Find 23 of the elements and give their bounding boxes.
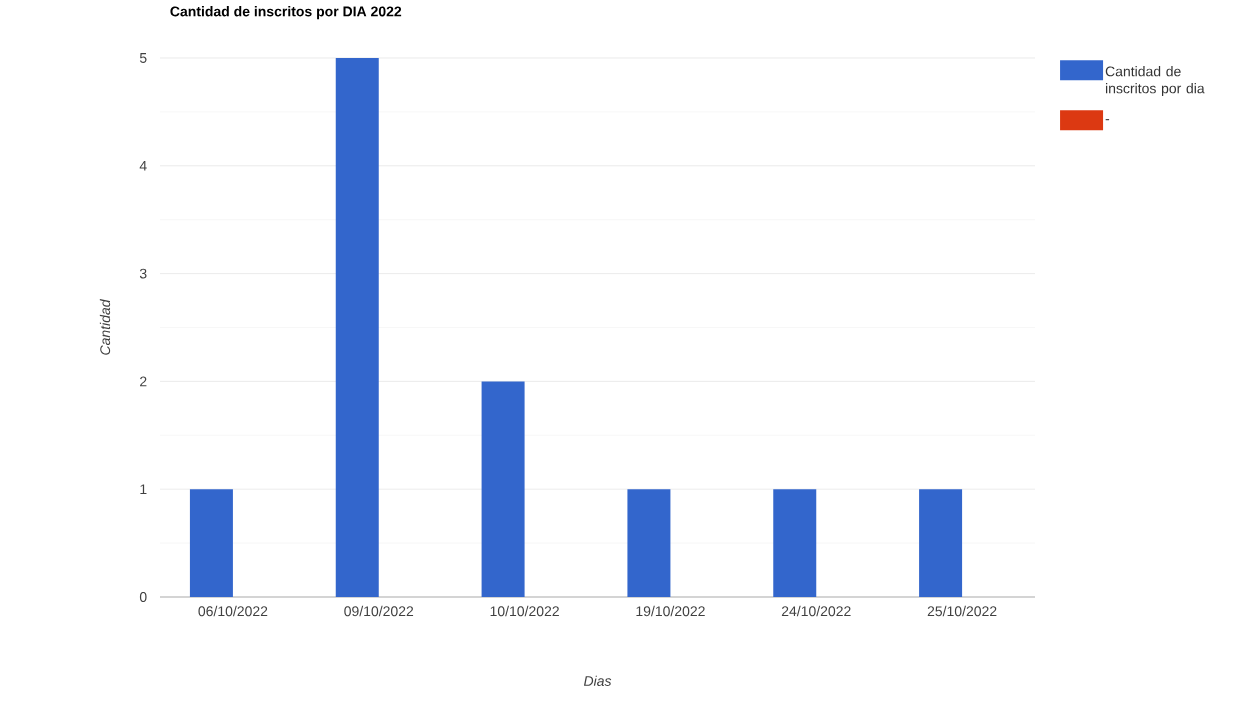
- x-tick-label: 25/10/2022: [927, 605, 997, 617]
- x-tick-label: 06/10/2022: [198, 605, 268, 617]
- x-tick-label: 19/10/2022: [636, 605, 705, 617]
- y-tick-label: 4: [139, 160, 147, 171]
- y-axis-title: Cantidad: [99, 299, 111, 355]
- y-tick-label: 1: [140, 484, 147, 495]
- x-tick-label: 24/10/2022: [781, 605, 851, 617]
- x-tick-label: 10/10/2022: [490, 605, 559, 617]
- bar: [481, 381, 525, 597]
- x-tick-label: 09/10/2022: [344, 605, 414, 617]
- bar: [335, 58, 379, 597]
- y-tick-label: 0: [139, 592, 147, 602]
- chart-title: Cantidad de inscritos por DIA 2022: [170, 6, 402, 20]
- y-tick-label: 5: [139, 53, 147, 63]
- legend-label: Cantidad de inscritos por dia: [1105, 66, 1205, 97]
- bar: [189, 489, 233, 597]
- x-axis-title: Dias: [583, 675, 612, 686]
- bar: [627, 489, 671, 597]
- bar: [773, 489, 817, 597]
- legend-label: -: [1105, 119, 1110, 121]
- y-tick-label: 3: [139, 268, 147, 279]
- bar: [919, 489, 963, 597]
- y-tick-label: 2: [140, 376, 147, 387]
